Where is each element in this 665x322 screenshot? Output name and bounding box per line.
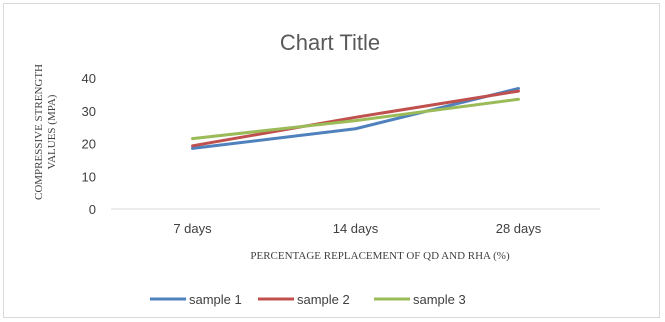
legend: sample 1 sample 2 sample 3 (150, 292, 466, 307)
legend-label: sample 2 (297, 292, 350, 307)
chart-frame (3, 3, 660, 318)
series-line-2 (191, 89, 520, 148)
x-axis-label: PERCENTAGE REPLACEMENT OF QD AND RHA (%) (250, 250, 510, 262)
legend-label: sample 3 (413, 292, 466, 307)
y-tick-label: 30 (82, 104, 96, 119)
y-tick-label: 40 (82, 71, 96, 86)
series-line-3 (191, 97, 520, 141)
x-tick-label: 28 days (496, 221, 542, 236)
y-tick-label: 0 (89, 202, 96, 217)
y-axis-label: COMPRESSIVE STRENGTH VALUES (MPA) (33, 64, 58, 200)
series-lines (191, 86, 520, 150)
x-tick-label: 7 days (173, 221, 212, 236)
x-tick-label: 14 days (333, 221, 379, 236)
y-tick-label: 10 (82, 169, 96, 184)
x-axis-ticks: 7 days 14 days 28 days (173, 221, 541, 236)
y-axis-label-line-2: VALUES (MPA) (46, 94, 58, 169)
y-tick-label: 20 (82, 137, 96, 152)
chart-title: Chart Title (280, 30, 380, 55)
series-line-1 (191, 86, 520, 150)
legend-label: sample 1 (189, 292, 242, 307)
y-axis-ticks: 0 10 20 30 40 (82, 71, 96, 217)
y-axis-label-line-1: COMPRESSIVE STRENGTH (33, 64, 45, 200)
